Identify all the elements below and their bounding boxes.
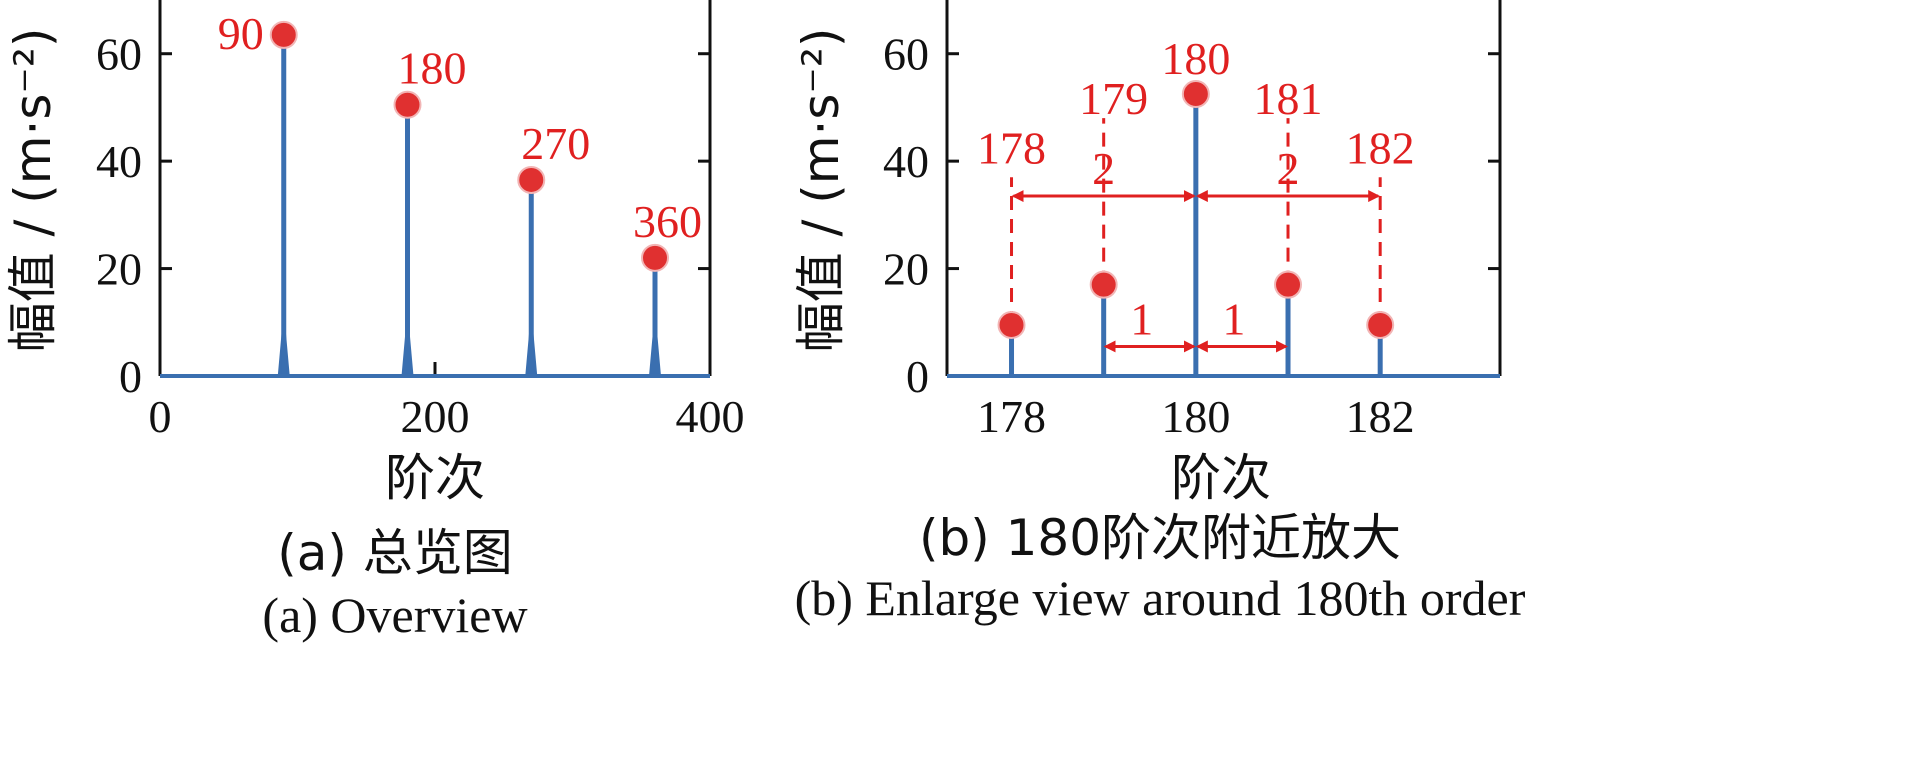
panel-b-stem-marker bbox=[1181, 80, 1210, 108]
panel-a-x-axis-title: 阶次 bbox=[385, 449, 485, 507]
panel-b-stem-label: 180 bbox=[1161, 33, 1230, 84]
panel-b-x-tick-label: 180 bbox=[1161, 391, 1230, 442]
panel-a: 0 20 40 60 0 200 400 90 180 270 360 幅值 / (m·s⁻²) 阶… bbox=[4, 0, 745, 643]
panel-b-spacing-label: 2 bbox=[1092, 143, 1115, 194]
panel-b-x-axis-title: 阶次 bbox=[1171, 449, 1271, 507]
panel-a-y-tick-label: 40 bbox=[96, 136, 142, 187]
panel-b-spacing-label: 1 bbox=[1222, 293, 1245, 344]
panel-b-x-tick-label: 182 bbox=[1346, 391, 1415, 442]
panel-a-y-tick-label: 20 bbox=[96, 244, 142, 295]
panel-b-stem-label: 181 bbox=[1254, 73, 1323, 124]
panel-b-caption-zh: (b) 180阶次附近放大 bbox=[919, 509, 1401, 567]
panel-a-y-axis-title: 幅值 / (m·s⁻²) bbox=[4, 28, 62, 353]
panel-a-x-tick-label: 200 bbox=[401, 391, 470, 442]
panel-a-plot-area: 0 20 40 60 0 200 400 90 180 270 360 bbox=[96, 0, 745, 442]
panel-b-stem-label: 178 bbox=[977, 122, 1046, 173]
panel-b-plot-area: 0 20 40 60 178 180 182 2 2 1 1 178 179 180 181 182 bbox=[883, 0, 1502, 442]
panel-b-y-tick-label: 0 bbox=[906, 351, 929, 402]
panel-b-stem-marker bbox=[997, 310, 1026, 339]
panel-a-caption-en: (a) Overview bbox=[262, 587, 527, 643]
panel-b-stem-label: 179 bbox=[1079, 73, 1148, 124]
panel-b-y-axis-title: 幅值 / (m·s⁻²) bbox=[792, 28, 850, 353]
panel-a-caption-zh: (a) 总览图 bbox=[277, 524, 513, 582]
panel-a-peak-marker bbox=[269, 20, 298, 49]
panel-b-stem-marker bbox=[1366, 310, 1395, 339]
panel-b: 0 20 40 60 178 180 182 2 2 1 1 178 179 180 181 182 幅值 /… bbox=[792, 0, 1526, 626]
panel-a-peak-label: 270 bbox=[521, 118, 590, 169]
panel-a-peak-marker bbox=[641, 243, 669, 272]
panel-a-peak-marker bbox=[517, 165, 546, 194]
panel-a-peak-label: 90 bbox=[218, 8, 264, 59]
panel-b-stem-label: 182 bbox=[1346, 122, 1415, 173]
panel-b-y-tick-label: 20 bbox=[883, 244, 929, 295]
panel-a-peak-label: 180 bbox=[398, 43, 467, 94]
panel-a-peak-marker bbox=[393, 90, 422, 119]
panel-b-y-tick-label: 40 bbox=[883, 136, 929, 187]
panel-a-peak-label: 360 bbox=[633, 196, 702, 247]
panel-b-caption-en: (b) Enlarge view around 180th order bbox=[795, 570, 1526, 626]
panel-b-x-tick-label: 178 bbox=[977, 391, 1046, 442]
panel-b-spacing-label: 1 bbox=[1130, 293, 1153, 344]
panel-b-spacing-label: 2 bbox=[1277, 143, 1300, 194]
panel-a-x-tick-label: 400 bbox=[676, 391, 745, 442]
panel-a-x-tick-label: 0 bbox=[149, 391, 172, 442]
panel-a-y-tick-label: 60 bbox=[96, 29, 142, 80]
panel-b-y-tick-label: 60 bbox=[883, 29, 929, 80]
panel-b-stem-marker bbox=[1274, 270, 1303, 299]
panel-b-stem-marker bbox=[1089, 270, 1118, 299]
panel-a-y-tick-label: 0 bbox=[119, 351, 142, 402]
